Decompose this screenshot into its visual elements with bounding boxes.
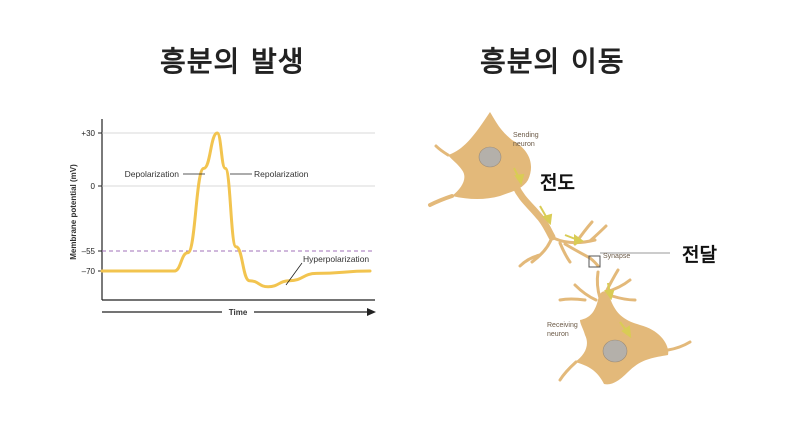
action-potential-chart: +30 0 –55 –70 Membrane potential (mV) Ti… (69, 119, 376, 317)
conduction-label: 전도 (540, 172, 575, 194)
axon (511, 181, 556, 241)
sending-label-line2: neuron (513, 141, 535, 148)
receiving-dendrites (558, 268, 692, 382)
receiving-label-line2: neuron (547, 331, 569, 338)
title-generation: 흥분의 발생 (160, 45, 305, 78)
depolarization-label: Depolarization (125, 169, 180, 179)
transmission-label: 전달 (682, 244, 717, 266)
dendrite (428, 194, 454, 207)
axon-terminals (518, 220, 608, 268)
sending-label-line1: Sending (513, 132, 539, 139)
receiving-label-line1: Receiving (547, 322, 578, 329)
hyperpolarization-leader (285, 262, 303, 286)
y-tick-label: –70 (82, 267, 96, 276)
synapse-label: Synapse (603, 253, 630, 260)
y-axis-label: Membrane potential (mV) (69, 164, 78, 260)
membrane-potential-curve (100, 131, 372, 289)
repolarization-label: Repolarization (254, 169, 309, 179)
neuron-diagram: Sending neuron Receiving neuron Synapse (428, 112, 692, 385)
time-arrow-head (367, 308, 376, 316)
synapse-marker (588, 255, 601, 268)
y-tick-label: +30 (81, 129, 95, 138)
y-tick-label: 0 (91, 182, 96, 191)
receiving-neuron-body (575, 291, 669, 385)
hyperpolarization-label: Hyperpolarization (303, 254, 369, 264)
sending-nucleus (478, 146, 502, 168)
dendrite (434, 144, 450, 157)
y-tick-label: –55 (82, 247, 96, 256)
receiving-nucleus (602, 339, 628, 363)
conduction-arrows (513, 167, 632, 339)
title-movement: 흥분의 이동 (480, 45, 625, 78)
x-axis-label: Time (229, 308, 248, 317)
